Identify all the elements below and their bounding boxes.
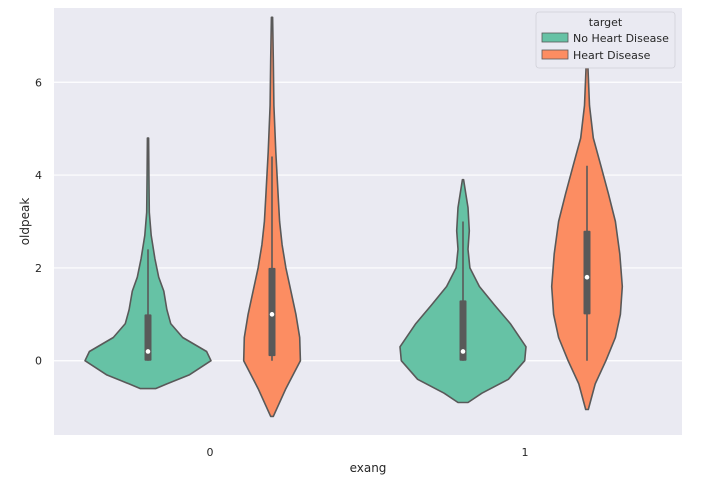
iqr-box-no-heart-disease-exang-1 (459, 300, 467, 361)
legend-box (535, 11, 676, 69)
x-tick-label: 0 (207, 446, 214, 459)
legend-label-no-heart-disease: No Heart Disease (573, 32, 669, 45)
y-tick-label: 0 (35, 355, 42, 368)
median-point-heart-disease-exang-0 (269, 312, 275, 317)
legend-swatch-heart-disease (541, 49, 569, 60)
median-point-no-heart-disease-exang-1 (460, 349, 466, 354)
legend: target No Heart Disease Heart Disease (535, 11, 676, 69)
y-tick-labels: 0 2 4 6 (35, 76, 42, 367)
violins (84, 16, 624, 418)
y-tick-label: 2 (35, 262, 42, 275)
iqr-box-heart-disease-exang-0 (268, 267, 276, 357)
y-tick-label: 4 (35, 169, 42, 182)
x-axis-label: exang (350, 461, 387, 475)
iqr-box-heart-disease-exang-1 (583, 230, 591, 315)
y-axis-label: oldpeak (18, 198, 32, 246)
iqr-box-no-heart-disease-exang-0 (144, 314, 152, 361)
median-point-no-heart-disease-exang-0 (145, 349, 151, 354)
y-tick-label: 6 (35, 76, 42, 89)
x-tick-label: 1 (522, 446, 529, 459)
median-point-heart-disease-exang-1 (584, 274, 590, 280)
legend-label-heart-disease: Heart Disease (573, 49, 651, 62)
legend-swatch-no-heart-disease (541, 32, 569, 43)
legend-title: target (589, 16, 623, 29)
